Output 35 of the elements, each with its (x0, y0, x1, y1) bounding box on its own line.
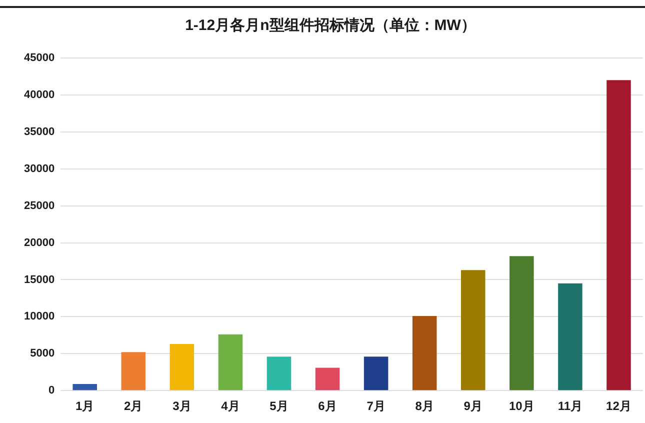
bar (218, 334, 243, 390)
x-tick-label: 2月 (124, 399, 143, 414)
x-tick-label: 7月 (366, 399, 386, 414)
x-tick-label: 10月 (508, 399, 534, 414)
y-tick-label: 40000 (24, 88, 55, 101)
x-tick-label: 4月 (221, 399, 240, 414)
bar (606, 80, 631, 390)
bar (460, 270, 486, 390)
y-tick-label: 15000 (24, 274, 55, 286)
bar (170, 344, 194, 390)
y-tick-label: 25000 (24, 200, 55, 212)
x-tick-label: 1月 (76, 399, 94, 414)
x-tick-label: 11月 (558, 399, 583, 414)
x-tick-label: 8月 (415, 399, 434, 414)
x-tick-label: 6月 (318, 399, 337, 414)
bar (72, 384, 97, 390)
bar (364, 356, 388, 390)
x-tick-label: 9月 (464, 399, 482, 414)
bar (121, 352, 146, 390)
y-tick-label: 30000 (24, 162, 55, 175)
bar (510, 256, 534, 390)
bar (558, 283, 582, 390)
y-tick-label: 10000 (24, 310, 55, 323)
chart-title: 1-12月各月n型组件招标情况（单位：MW） (185, 17, 476, 34)
y-tick-label: 20000 (24, 236, 55, 249)
y-tick-label: 35000 (24, 126, 55, 138)
x-tick-label: 3月 (172, 399, 192, 414)
y-tick-label: 45000 (24, 52, 55, 64)
bar (266, 356, 292, 390)
x-tick-label: 12月 (606, 399, 632, 414)
bar (412, 316, 437, 390)
y-tick-label: 0 (48, 384, 55, 397)
bar (315, 368, 340, 390)
x-tick-label: 5月 (270, 399, 288, 414)
y-tick-label: 5000 (30, 348, 55, 360)
